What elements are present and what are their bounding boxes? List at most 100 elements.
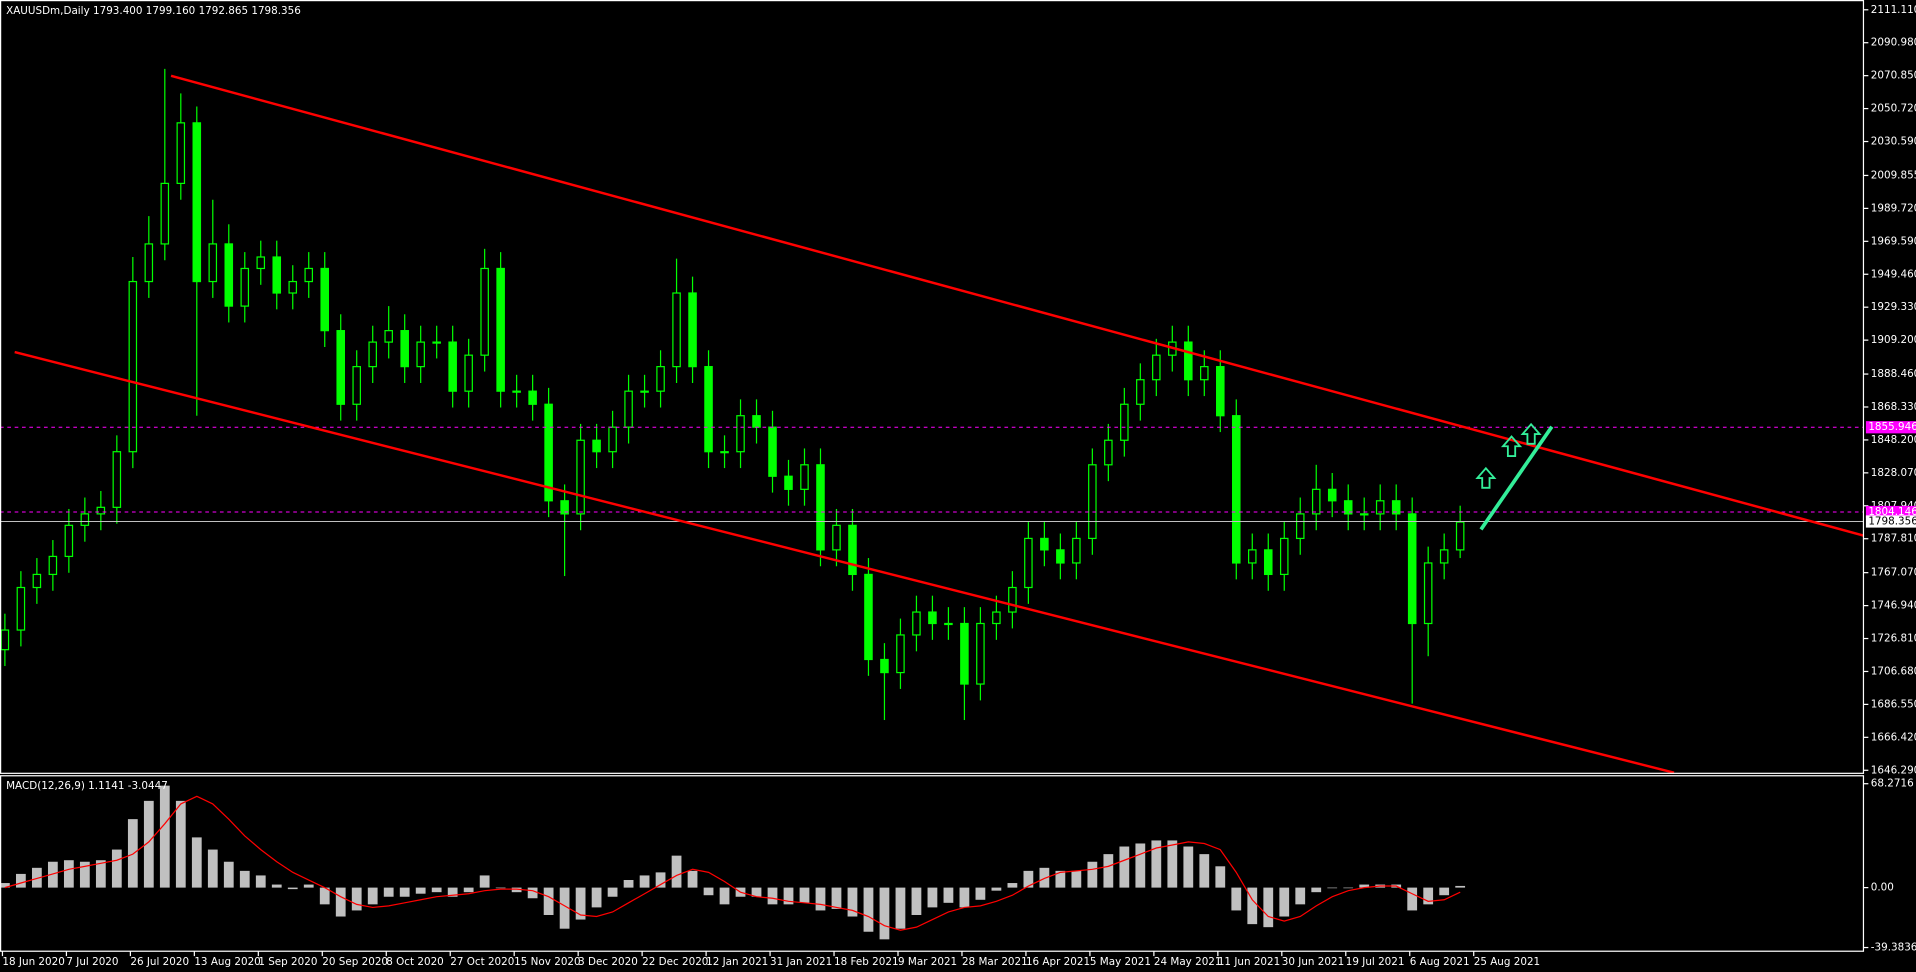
macd-bar — [543, 887, 554, 915]
candle-body — [160, 182, 170, 245]
candle-body — [672, 292, 681, 368]
macd-bar — [1119, 846, 1130, 888]
x-tick-label: 9 Mar 2021 — [898, 956, 957, 968]
macd-bar — [783, 887, 794, 905]
candle-body — [0, 629, 10, 651]
y-tick-label: 1989.720 — [1871, 202, 1916, 214]
candle-body — [736, 415, 745, 453]
candle-body — [1359, 513, 1369, 516]
candle-body — [512, 390, 521, 393]
macd-bar — [559, 887, 570, 929]
macd-bar — [1231, 887, 1242, 911]
candle-body — [144, 243, 154, 283]
macd-bar — [1007, 883, 1018, 888]
macd-bar — [847, 887, 858, 917]
y-tick-label: 1666.420 — [1871, 731, 1916, 743]
candle-body — [288, 280, 298, 294]
candle-body — [1136, 379, 1145, 405]
x-tick-label: 22 Dec 2020 — [642, 956, 708, 968]
macd-bar — [1215, 866, 1226, 888]
macd-bar — [575, 887, 586, 920]
macd-bar — [799, 887, 810, 903]
plot-layer: 2111.110 2090.980 2070.850 2050.720 2030.590… — [0, 4, 1916, 968]
candle-body — [1439, 549, 1449, 564]
up-arrow — [1520, 422, 1542, 445]
y-tick-label: 1929.330 — [1871, 301, 1916, 313]
y-tick-label: 2111.110 — [1871, 4, 1916, 16]
macd-bar — [815, 887, 826, 911]
candle-body — [1120, 403, 1129, 441]
macd-bar — [831, 887, 842, 909]
macd-bar — [1311, 887, 1322, 893]
candle-body — [272, 256, 282, 294]
macd-title: MACD(12,26,9) 1.1141 -3.0447 — [6, 780, 168, 792]
current-price-label: 1798.356 — [1868, 515, 1916, 527]
macd-bar — [383, 887, 394, 897]
macd-bar — [911, 887, 922, 915]
macd-bar — [959, 887, 970, 908]
candle-body — [576, 439, 585, 515]
candle-body — [256, 256, 266, 270]
candle-body — [416, 341, 425, 368]
candle-body — [128, 280, 138, 453]
macd-bar — [47, 861, 58, 888]
x-tick-label: 28 Mar 2021 — [962, 956, 1028, 968]
macd-bar — [191, 837, 202, 888]
candle-body — [192, 122, 202, 283]
candle-body — [208, 243, 218, 283]
candle-body — [560, 500, 569, 515]
macd-bar — [0, 883, 10, 888]
macd-bar — [143, 800, 154, 888]
candle-body — [688, 292, 697, 368]
y-tick-label: 2009.855 — [1871, 169, 1916, 181]
candle-body — [1232, 415, 1241, 564]
y-tick-label: 2030.590 — [1871, 136, 1916, 148]
macd-bar — [1055, 870, 1066, 888]
y-tick-label: 1787.810 — [1871, 533, 1916, 545]
macd-bar — [1359, 884, 1370, 888]
candle-body — [400, 330, 409, 368]
x-tick-label: 13 Aug 2020 — [194, 956, 260, 968]
macd-bar — [863, 887, 874, 932]
macd-bar — [1455, 885, 1466, 888]
x-tick-label: 19 Jul 2021 — [1346, 956, 1405, 968]
x-tick-label: 25 Aug 2021 — [1474, 956, 1540, 968]
y-tick-label: 1848.200 — [1871, 434, 1916, 446]
candle-body — [944, 622, 953, 626]
macd-bar — [31, 867, 42, 888]
candle-body — [480, 267, 489, 356]
candle-body — [720, 451, 729, 454]
y-tick-label: 68.2716 — [1871, 778, 1914, 790]
y-tick-label: 2070.850 — [1871, 70, 1916, 82]
candle-body — [16, 586, 26, 631]
hline-label: 1804.146 — [1868, 506, 1916, 518]
x-tick-label: 15 Nov 2020 — [514, 956, 580, 968]
macd-bar — [1071, 870, 1082, 888]
macd-bar — [175, 800, 186, 888]
candle-body — [1104, 439, 1113, 466]
candle-body — [96, 506, 106, 515]
up-arrow — [1475, 466, 1497, 489]
macd-bar — [303, 884, 314, 888]
main-frame — [0, 0, 1865, 774]
macd-bar — [895, 887, 906, 929]
macd-bar — [1279, 887, 1290, 917]
macd-bar — [1023, 870, 1034, 888]
candle-body — [1088, 464, 1097, 540]
candle-body — [624, 390, 633, 428]
hline-label: 1855.946 — [1868, 421, 1916, 433]
macd-bar — [15, 873, 26, 888]
candle-body — [832, 524, 841, 551]
macd-frame — [0, 775, 1865, 952]
hline-label-bg — [1865, 505, 1916, 519]
candle-body — [544, 403, 553, 502]
candle-body — [768, 426, 777, 477]
macd-bar — [1103, 854, 1114, 888]
x-tick-label: 31 Jan 2021 — [770, 956, 832, 968]
channel-upper — [170, 74, 1864, 537]
macd-bar — [639, 875, 650, 888]
macd-bar — [1247, 887, 1258, 925]
macd-bar — [1039, 867, 1050, 888]
macd-bar — [751, 887, 762, 897]
